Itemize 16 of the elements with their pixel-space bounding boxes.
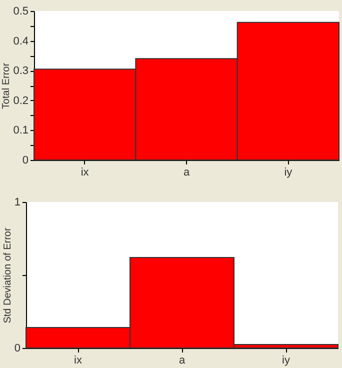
x-tick-label: iy <box>284 166 293 178</box>
y-tick-label: 0 <box>14 342 20 354</box>
y-tick-label: 0.4 <box>13 35 28 48</box>
y-tick-label: 0.1 <box>13 124 28 137</box>
x-tick-label: ix <box>80 166 90 178</box>
y-tick-label: 0.2 <box>13 94 28 107</box>
x-tick-label: a <box>178 354 186 366</box>
x-tick-label: iy <box>282 354 290 366</box>
y-tick-label: 0 <box>22 154 28 166</box>
y-axis-title: Std Deviation of Error <box>2 227 14 324</box>
x-tick-label: ix <box>74 354 82 366</box>
x-tick-label: a <box>183 166 190 178</box>
y-axis-title: Total Error <box>1 62 12 110</box>
y-tick-label: 0.5 <box>13 6 28 18</box>
y-tick-label: 1 <box>14 196 20 208</box>
y-tick-label: 0.3 <box>13 65 28 78</box>
